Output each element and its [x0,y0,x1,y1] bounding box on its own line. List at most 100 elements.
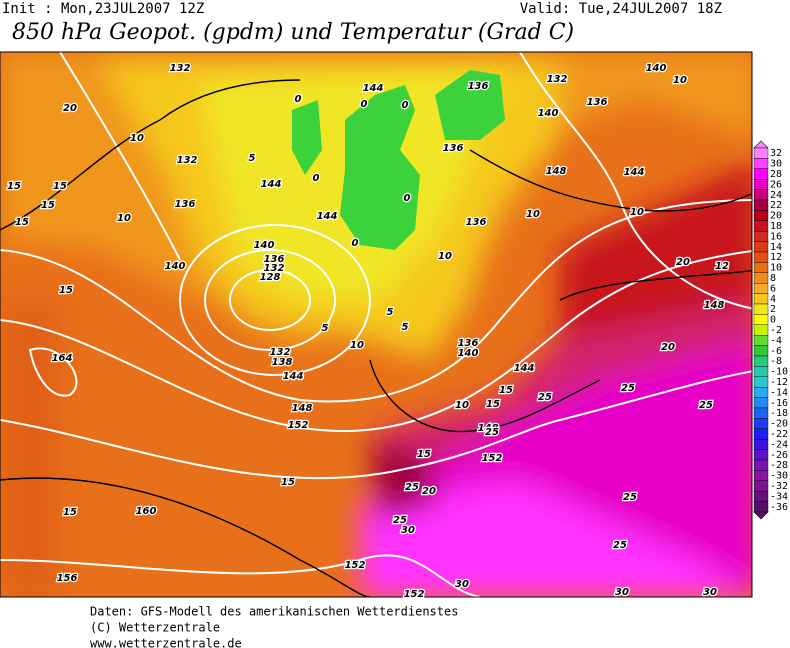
colorbar-label: 2 [770,304,776,315]
colorbar-swatch [753,189,769,201]
colorbar-swatch [753,366,769,377]
colorbar-label: 14 [770,242,782,253]
contour-label: 10 [117,213,131,224]
colorbar-label: -6 [770,346,782,357]
contour-label: 10 [130,133,144,144]
cold-region [435,70,505,140]
colorbar-label: -4 [770,335,782,346]
contour-label: 132 [177,155,198,166]
contour-label: 25 [621,383,635,394]
colorbar-label: 30 [770,159,782,170]
colorbar-top-arrow [753,140,769,149]
contour-label: 148 [478,423,499,434]
contour-label: 136 [443,143,464,154]
contour-label: 30 [401,525,415,536]
contour-label: 10 [630,207,644,218]
contour-label: 152 [482,453,503,464]
colorbar-swatch [753,251,769,263]
map-area [0,52,752,597]
contour-label: 10 [350,340,364,351]
colorbar-swatch [753,428,769,440]
contour-label: 132 [547,74,568,85]
contour-label: 132 [270,347,291,358]
contour-label: 0 [402,100,409,111]
colorbar-swatch [753,220,769,232]
colorbar-label: -26 [770,450,788,461]
contour-label: 140 [254,240,275,251]
contour-label: 10 [526,209,540,220]
contour-label: 25 [405,482,419,493]
colorbar: 32302826242220181614121086420-2-4-6-8-10… [753,140,788,520]
colorbar-swatch [753,314,769,325]
contour-label: 140 [538,108,559,119]
colorbar-label: 18 [770,221,782,232]
colorbar-label: -28 [770,460,788,471]
contour-label: 164 [52,353,73,364]
contour-label: 0 [295,94,302,105]
colorbar-label: 4 [770,294,776,305]
contour-label: 160 [136,506,157,517]
colorbar-label: -34 [770,491,788,502]
colorbar-label: 32 [770,148,782,159]
init-time: Init : Mon,23JUL2007 12Z [2,1,204,17]
contour-label: 5 [322,323,329,334]
contour-label: 148 [292,403,313,414]
contour-label: 5 [249,153,256,164]
colorbar-label: 16 [770,231,782,242]
contour-label: 15 [63,507,77,518]
colorbar-label: -2 [770,325,782,336]
map-frame [0,51,753,598]
contour-label: 15 [53,181,67,192]
contour-label: 144 [283,371,304,382]
colorbar-swatch [753,168,769,180]
contour-label: 132 [264,263,285,274]
contour-label: 25 [623,492,637,503]
colorbar-label: -24 [770,439,788,450]
colorbar-swatch [753,293,769,305]
contour-label: 140 [646,63,667,74]
colorbar-label: 26 [770,179,782,190]
contour-label: 15 [281,477,295,488]
contour-label: 156 [57,573,78,584]
colorbar-label: -8 [770,356,782,367]
colorbar-label: -22 [770,429,788,440]
contour-label: 144 [363,83,384,94]
contour-label: 0 [361,99,368,110]
contour-label: 5 [387,307,394,318]
colorbar-label: 6 [770,283,776,294]
cold-region [340,85,420,250]
contour-label: 136 [587,97,608,108]
contour-label: 10 [673,75,687,86]
colorbar-label: -30 [770,471,788,482]
colorbar-swatch [753,387,769,398]
colorbar-label: 24 [770,190,782,201]
colorbar-label: -12 [770,377,788,388]
contour-label: 136 [468,81,489,92]
contour-label: 10 [455,400,469,411]
contour-label: 30 [615,587,629,598]
contour-label: 136 [175,199,196,210]
colorbar-label: 20 [770,211,782,222]
colorbar-label: 10 [770,263,782,274]
contour-label: 152 [404,589,425,600]
contour-label: 148 [546,166,567,177]
colorbar-swatch [753,397,769,409]
colorbar-label: 0 [770,315,776,326]
colorbar-label: -20 [770,419,788,430]
contour-label: 132 [170,63,191,74]
contour-label: 128 [260,272,281,283]
colorbar-swatch [753,355,769,367]
contour-label: 5 [402,322,409,333]
contour-label: 148 [704,300,725,311]
contour-label: 25 [485,427,499,438]
contour-label: 15 [41,200,55,211]
contour-label: 25 [613,540,627,551]
map-title: 850 hPa Geopot. (gpdm) und Temperatur (G… [12,20,574,45]
colorbar-swatch [753,147,769,159]
colorbar-swatch [753,158,769,169]
contour-label: 15 [499,385,513,396]
colorbar-swatch [753,470,769,481]
